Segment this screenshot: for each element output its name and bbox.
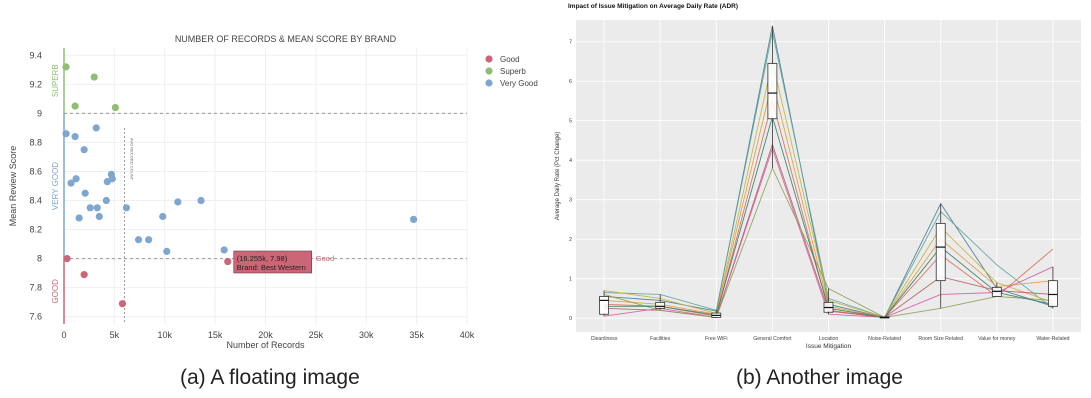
tooltip-series-label: Good [316, 254, 334, 263]
data-point [63, 255, 71, 263]
tooltip-line-1: (16.255k, 7.98) [237, 254, 288, 263]
data-point [92, 124, 100, 132]
y-axis-label: Mean Review Score [8, 146, 18, 227]
band-label-good: GOOD [51, 279, 60, 304]
data-point [224, 257, 232, 266]
data-point [80, 271, 88, 279]
scatter-chart: 0 5k 10k 15k 20k 25k 30k 35k 40k 7.6 7.8 8 8.2 8.4 8.6… [8, 34, 538, 350]
y-tick-label: 9.4 [29, 50, 42, 60]
caption-b: (b) Another image [736, 366, 903, 389]
x-tick-label: 0 [61, 330, 66, 340]
y-tick-label: 8.4 [29, 196, 42, 206]
y-tick-label: 8 [37, 254, 42, 264]
y-tick-label: 9 [37, 108, 42, 118]
x-tick-label: 40k [460, 330, 475, 340]
tooltip-line-2: Brand: Best Western [237, 263, 306, 272]
y-tick-label: 8.6 [29, 166, 42, 176]
caption-a: (a) A floating image [180, 366, 360, 389]
x-tick-label: Facilities [650, 336, 671, 342]
data-point [102, 196, 110, 205]
y-tick-label: 1 [569, 277, 572, 283]
band-label-very-good: VERY GOOD [51, 162, 60, 210]
chart-title: Impact of Issue Mitigation on Average Da… [568, 3, 738, 10]
y-tick-label: 3 [569, 198, 572, 204]
y-tick-label: 7.6 [29, 312, 42, 322]
data-point [159, 212, 167, 221]
x-tick-label: 15k [208, 330, 223, 340]
x-tick-label: Room Size Related [918, 336, 963, 342]
data-point [174, 198, 182, 206]
legend-label: Very Good [500, 79, 538, 88]
y-axis-label: Average Daily Rate (Pct Change) [555, 132, 561, 221]
x-tick-label: Free WiFi [705, 336, 727, 342]
y-tick-label: 9.2 [29, 79, 42, 89]
data-point [118, 300, 127, 308]
data-point [108, 175, 116, 183]
y-tick-label: 7.8 [29, 283, 42, 293]
line-box-chart: Impact of Issue Mitigation on Average Da… [555, 3, 1081, 350]
box [1048, 280, 1058, 307]
data-point [197, 196, 205, 205]
x-tick-label: Value for money [978, 336, 1016, 342]
y-tick-label: 0 [569, 316, 572, 322]
x-axis-label: Issue Mitigation [806, 343, 852, 350]
y-tick-label: 7 [569, 40, 572, 46]
data-point [71, 133, 79, 141]
data-point [81, 189, 89, 197]
x-tick-label: 30k [359, 330, 374, 340]
y-tick-label: 5 [569, 119, 572, 125]
data-point [163, 247, 171, 255]
box [935, 222, 946, 282]
data-point [134, 236, 143, 244]
data-point [62, 63, 70, 71]
box [599, 296, 609, 315]
legend-label: Superb [500, 67, 526, 76]
data-point [93, 204, 101, 212]
y-tick-label: 6 [569, 79, 572, 85]
x-tick-label: 35k [409, 330, 424, 340]
data-point [72, 175, 80, 183]
x-tick-label: 10k [157, 330, 172, 340]
legend-label: Good [500, 55, 520, 64]
band-label-superb: SUPERB [51, 64, 60, 97]
data-point [62, 130, 70, 138]
x-tick-label: Location [819, 336, 839, 342]
data-point [111, 103, 119, 112]
y-tick-label: 8.2 [29, 225, 42, 235]
data-point [67, 179, 75, 187]
reference-line-label: AVG RECORD COUNT [129, 138, 134, 180]
legend-marker [485, 55, 493, 63]
x-tick-label: Cleanliness [591, 336, 618, 342]
y-tick-label: 8.8 [29, 137, 42, 147]
tooltip-box [233, 250, 313, 274]
data-point [80, 146, 88, 154]
legend-marker [485, 79, 493, 87]
data-point [90, 73, 98, 81]
x-tick-label: General Comfort [753, 336, 792, 342]
legend-marker [485, 67, 493, 75]
data-point [145, 236, 153, 244]
x-tick-label: Water-Related [1036, 336, 1069, 342]
box [767, 63, 778, 120]
x-tick-label: 5k [110, 330, 120, 340]
x-tick-label: 20k [258, 330, 273, 340]
data-point [71, 102, 79, 110]
x-axis-label: Number of Records [226, 340, 305, 350]
data-point [220, 246, 228, 254]
data-point [86, 204, 94, 212]
x-tick-label: 25k [309, 330, 324, 340]
box [655, 301, 666, 309]
data-point [410, 215, 418, 224]
data-point [122, 204, 131, 212]
data-point [95, 212, 103, 221]
data-point [75, 214, 83, 222]
y-tick-label: 4 [569, 158, 572, 164]
chart-title: NUMBER OF RECORDS & MEAN SCORE BY BRAND [175, 34, 397, 44]
y-tick-label: 2 [569, 237, 572, 243]
x-tick-label: Noise-Related [868, 336, 901, 342]
